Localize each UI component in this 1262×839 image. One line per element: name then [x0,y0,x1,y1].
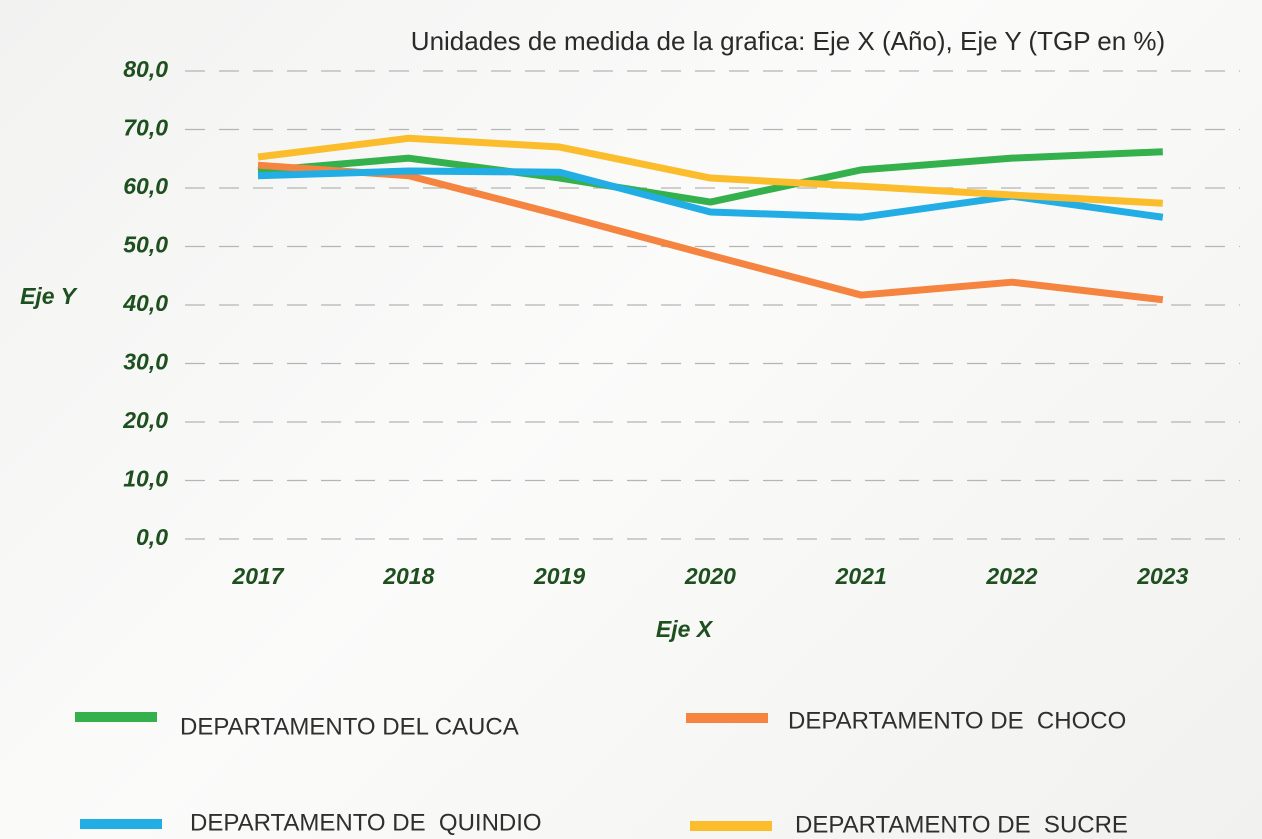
legend-swatch [75,712,157,722]
y-axis-label: Eje Y [20,283,78,309]
x-tick-label: 2023 [1136,563,1188,589]
y-tick-label: 20,0 [122,407,168,433]
legend-swatch [686,713,768,723]
x-tick-label: 2021 [835,563,887,589]
y-tick-label: 80,0 [123,56,168,82]
data-line [257,161,1164,304]
x-tick-label: 2022 [985,563,1037,589]
x-axis-label: Eje X [656,616,714,642]
data-line [257,148,1163,206]
y-tick-label: 40,0 [122,290,168,316]
y-tick-label: 70,0 [123,115,168,141]
data-line [257,134,1163,207]
legend-label: DEPARTAMENTO DE CHOCO [788,707,1126,734]
chart-title: Unidades de medida de la grafica: Eje X … [411,26,1165,56]
legend-label: DEPARTAMENTO DEL CAUCA [180,713,519,740]
y-tick-label: 60,0 [123,173,168,199]
y-tick-label: 50,0 [123,232,168,258]
y-tick-label: 0,0 [136,524,168,550]
x-tick-label: 2018 [382,563,434,589]
x-tick-label: 2019 [533,563,585,589]
legend-swatch [80,819,162,829]
x-tick-label: 2017 [231,563,284,589]
legend-swatch [690,821,772,831]
y-tick-label: 10,0 [123,466,168,492]
legend-label: DEPARTAMENTO DE SUCRE [795,811,1128,838]
legend-label: DEPARTAMENTO DE QUINDIO [190,809,542,836]
x-tick-label: 2020 [684,563,736,589]
y-tick-label: 30,0 [123,349,168,375]
